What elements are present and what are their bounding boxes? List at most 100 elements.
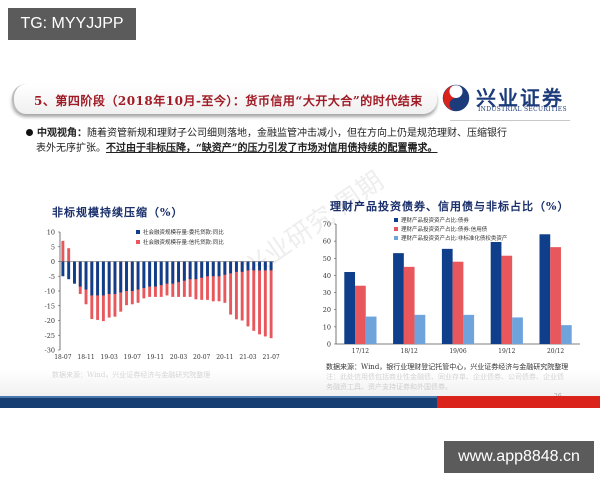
bar: [96, 261, 100, 296]
x-tick-label: 18-07: [54, 354, 71, 361]
y-tick-label: -10: [45, 288, 55, 296]
bar: [252, 261, 256, 331]
y-tick-label: 10: [47, 229, 55, 237]
legend-swatch: [136, 230, 140, 234]
bar: [119, 261, 123, 293]
bar: [188, 261, 192, 280]
bar: [107, 261, 111, 294]
legend-swatch: [394, 227, 398, 231]
bar: [67, 261, 71, 280]
x-tick-label: 17/12: [352, 348, 369, 355]
bar: [206, 261, 209, 300]
bar: [263, 261, 267, 271]
bottom-right-tag: www.app8848.cn: [444, 441, 594, 473]
x-tick-label: 19/12: [498, 348, 515, 355]
bar: [206, 261, 209, 277]
bar: [171, 261, 175, 284]
bar: [125, 261, 128, 291]
logo-mark-icon: [442, 84, 470, 112]
bar: [355, 285, 366, 344]
y-tick-label: -20: [45, 317, 55, 325]
bar: [142, 261, 146, 289]
bar: [73, 261, 76, 284]
bar: [240, 261, 244, 321]
bar: [229, 261, 233, 315]
legend-label: 理财产品投资资产占比:非标准化债权类资产: [401, 234, 508, 242]
right-chart-title: 理财产品投资债券、信用债与非标占比（%）: [330, 200, 570, 213]
bar: [452, 261, 464, 344]
y-tick-label: 10: [323, 323, 331, 331]
bar: [61, 240, 65, 262]
bar: [188, 261, 192, 297]
y-tick-label: -25: [45, 332, 55, 340]
bar: [393, 253, 404, 344]
bar: [223, 261, 227, 303]
bar: [258, 261, 261, 271]
bar: [263, 261, 267, 337]
bar: [403, 266, 415, 344]
bar: [177, 261, 181, 283]
legend-label: 社会融资规模存量:委托贷款:同比: [143, 228, 224, 236]
bar: [240, 261, 244, 272]
right-bar-chart: 0 10 20 30 40 50 60 70 17/12 18/12 19/06 19/12 20/12…: [323, 216, 580, 355]
bar: [61, 261, 65, 277]
bar: [365, 316, 377, 344]
bar: [200, 261, 204, 278]
title-banner: 5、第四阶段（2018年10月-至今）：货币信用“大开大合”的时代结束: [12, 84, 437, 114]
top-left-tag: TG: MYYJJPP: [8, 8, 136, 40]
y-tick-label: -15: [45, 302, 55, 310]
bar: [512, 317, 523, 344]
bar: [223, 261, 227, 275]
x-tick-label: 19-07: [124, 354, 141, 361]
bar: [211, 261, 215, 277]
y-tick-label: 60: [323, 238, 331, 246]
bar: [463, 314, 475, 344]
bar: [258, 261, 261, 335]
bar: [252, 261, 256, 271]
y-tick-label: 30: [323, 289, 331, 297]
legend-swatch: [394, 236, 398, 240]
y-tick-label: 5: [51, 243, 55, 251]
x-tick-label: 20-11: [216, 354, 233, 361]
bullet-paragraph: 中观视角：随着资管新规和理财子公司细则落地，金融监管冲击减小，但在方向上仍是规范…: [26, 126, 586, 156]
bullet-text-2: 表外无序扩张。: [36, 143, 106, 154]
y-tick-label: -30: [45, 347, 55, 355]
bullet-emphasis: 不过由于非标压降，“缺资产”的压力引发了市场对信用债持续的配置需求。: [106, 143, 438, 154]
x-tick-label: 18/12: [401, 348, 418, 355]
y-tick-label: 20: [323, 306, 331, 314]
bar: [78, 261, 82, 287]
y-tick-label: 70: [323, 221, 331, 229]
y-tick-label: 0: [51, 258, 55, 266]
x-tick-label: 20-03: [170, 354, 187, 361]
x-tick-label: 20-07: [193, 354, 210, 361]
x-tick-label: 19-03: [101, 354, 118, 361]
bullet-dot-icon: [26, 129, 33, 136]
bar: [101, 261, 105, 296]
y-tick-label: 40: [323, 272, 331, 280]
bar: [269, 261, 273, 271]
legend-label: 社会融资规模存量:信托贷款:同比: [143, 238, 224, 246]
legend-label: 理财产品投资资产占比:债券: [401, 216, 469, 224]
bar: [130, 261, 134, 291]
slide: 兴业研究 周期 5、第四阶段（2018年10月-至今）：货币信用“大开大合”的时…: [0, 70, 600, 410]
bar: [200, 261, 204, 300]
bar: [246, 261, 250, 327]
footer-bar-blue: [0, 396, 437, 408]
bar: [234, 261, 238, 272]
bar: [159, 261, 163, 286]
bar: [414, 314, 426, 344]
x-tick-label: 19/06: [449, 348, 466, 355]
y-tick-label: 0: [327, 341, 331, 349]
bar: [539, 234, 551, 344]
bar: [84, 261, 88, 290]
bar: [490, 242, 502, 344]
legend-swatch: [394, 218, 398, 222]
bullet-text-1: 随着资管新规和理财子公司细则落地，金融监管冲击减小，但在方向上仍是规范理财、压缩…: [87, 128, 507, 139]
x-tick-label: 18-11: [77, 354, 94, 361]
logo-name-cn: 兴业证券: [476, 86, 564, 110]
bar: [90, 261, 94, 296]
bar: [501, 255, 513, 344]
y-tick-label: -5: [49, 273, 55, 281]
y-tick-label: 50: [323, 255, 331, 263]
